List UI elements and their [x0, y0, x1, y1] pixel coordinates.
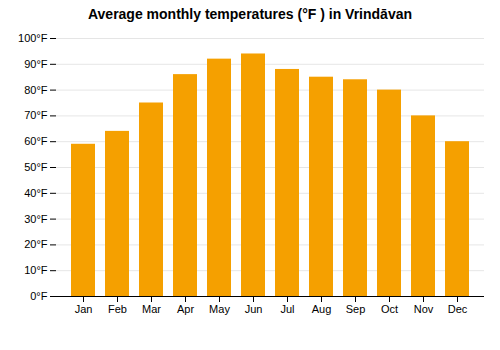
svg-text:Mar: Mar	[142, 303, 161, 315]
svg-text:Apr: Apr	[177, 303, 194, 315]
html-text:Average monthly temperatures (: Average monthly temperatures (°F ) in Vr…	[88, 6, 412, 22]
svg-text:0°F: 0°F	[30, 290, 48, 302]
svg-text:Aug: Aug	[312, 303, 332, 315]
svg-text:Jun: Jun	[245, 303, 263, 315]
svg-text:40°F: 40°F	[24, 187, 48, 199]
svg-text:30°F: 30°F	[24, 213, 48, 225]
svg-text:May: May	[209, 303, 230, 315]
svg-text:20°F: 20°F	[24, 238, 48, 250]
svg-text:90°F: 90°F	[24, 58, 48, 70]
svg-text:50°F: 50°F	[24, 161, 48, 173]
svg-text:80°F: 80°F	[24, 84, 48, 96]
svg-text:10°F: 10°F	[24, 264, 48, 276]
svg-text:60°F: 60°F	[24, 135, 48, 147]
svg-text:Feb: Feb	[108, 303, 127, 315]
svg-text:Jul: Jul	[280, 303, 294, 315]
svg-text:Jan: Jan	[75, 303, 93, 315]
svg-text:Nov: Nov	[414, 303, 434, 315]
svg-text:Dec: Dec	[448, 303, 468, 315]
svg-text:100°F: 100°F	[18, 32, 48, 44]
svg-text:70°F: 70°F	[24, 109, 48, 121]
svg-text:Sep: Sep	[346, 303, 366, 315]
svg-text:Oct: Oct	[381, 303, 398, 315]
